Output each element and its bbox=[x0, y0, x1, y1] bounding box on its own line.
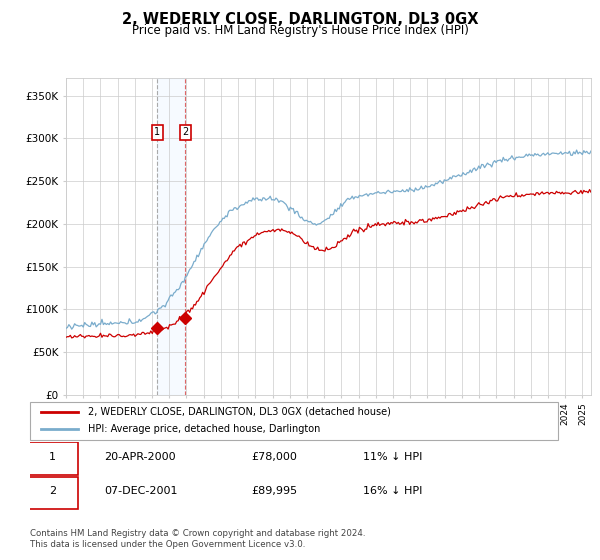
Text: 07-DEC-2001: 07-DEC-2001 bbox=[104, 487, 178, 496]
Text: 11% ↓ HPI: 11% ↓ HPI bbox=[362, 452, 422, 462]
Text: 1: 1 bbox=[154, 127, 160, 137]
Bar bbox=[157, 78, 185, 395]
Text: 16% ↓ HPI: 16% ↓ HPI bbox=[362, 487, 422, 496]
FancyBboxPatch shape bbox=[28, 477, 77, 509]
Text: 2: 2 bbox=[49, 487, 56, 496]
Text: 20-APR-2000: 20-APR-2000 bbox=[104, 452, 176, 462]
Text: Contains HM Land Registry data © Crown copyright and database right 2024.
This d: Contains HM Land Registry data © Crown c… bbox=[30, 529, 365, 549]
Text: £89,995: £89,995 bbox=[252, 487, 298, 496]
FancyBboxPatch shape bbox=[28, 442, 77, 475]
Text: Price paid vs. HM Land Registry's House Price Index (HPI): Price paid vs. HM Land Registry's House … bbox=[131, 24, 469, 37]
Text: 1: 1 bbox=[49, 452, 56, 462]
Text: 2: 2 bbox=[182, 127, 188, 137]
Text: 2, WEDERLY CLOSE, DARLINGTON, DL3 0GX: 2, WEDERLY CLOSE, DARLINGTON, DL3 0GX bbox=[122, 12, 478, 27]
Text: HPI: Average price, detached house, Darlington: HPI: Average price, detached house, Darl… bbox=[88, 424, 320, 435]
Text: £78,000: £78,000 bbox=[252, 452, 298, 462]
FancyBboxPatch shape bbox=[30, 402, 558, 440]
Text: 2, WEDERLY CLOSE, DARLINGTON, DL3 0GX (detached house): 2, WEDERLY CLOSE, DARLINGTON, DL3 0GX (d… bbox=[88, 407, 391, 417]
